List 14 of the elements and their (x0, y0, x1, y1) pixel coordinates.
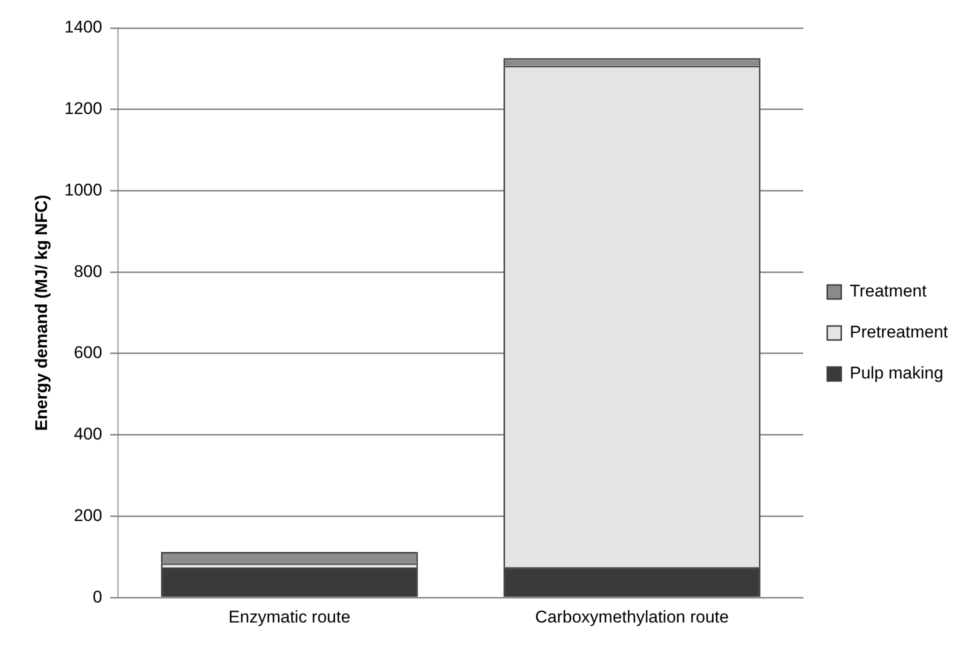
y-tick-label: 400 (74, 424, 102, 444)
legend-label: Treatment (850, 282, 927, 301)
x-tick-label: Enzymatic route (228, 607, 350, 626)
y-tick-label: 1400 (64, 18, 102, 37)
y-tick-label: 600 (74, 343, 102, 362)
y-axis-title: Energy demand (MJ/ kg NFC) (32, 194, 51, 431)
legend-label: Pulp making (850, 364, 944, 383)
x-tick-label: Carboxymethylation route (535, 607, 729, 626)
y-tick-label: 1200 (64, 99, 102, 118)
y-tick-label: 0 (92, 587, 102, 606)
legend-label: Pretreatment (850, 322, 948, 342)
y-tick-label: 800 (74, 262, 102, 281)
y-tick-label: 200 (74, 506, 102, 525)
y-tick-label: 1000 (64, 180, 102, 200)
